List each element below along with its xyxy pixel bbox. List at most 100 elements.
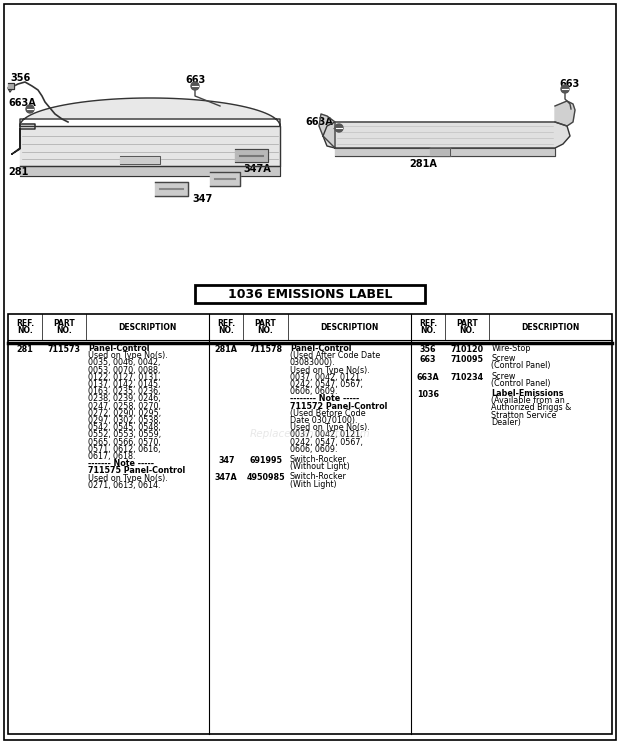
Text: Used on Type No(s).: Used on Type No(s). [290, 365, 370, 374]
Text: Switch-Rocker: Switch-Rocker [290, 455, 347, 464]
Text: 0137, 0142, 0145,: 0137, 0142, 0145, [89, 380, 161, 389]
Text: 0053, 0070, 0088,: 0053, 0070, 0088, [89, 365, 161, 374]
Text: NO.: NO. [218, 326, 234, 335]
Text: (Used After Code Date: (Used After Code Date [290, 351, 380, 360]
Text: 356: 356 [10, 73, 30, 83]
Text: REF.: REF. [419, 319, 437, 328]
Text: (Control Panel): (Control Panel) [491, 362, 551, 371]
Text: NO.: NO. [459, 326, 475, 335]
Text: 710120: 710120 [451, 345, 484, 354]
Text: 663: 663 [559, 79, 579, 89]
Text: (Control Panel): (Control Panel) [491, 379, 551, 388]
Text: 0163, 0235, 0236,: 0163, 0235, 0236, [89, 387, 161, 397]
Text: 0247, 0258, 0270,: 0247, 0258, 0270, [89, 402, 161, 411]
Text: 710234: 710234 [451, 373, 484, 382]
Text: 663A: 663A [8, 98, 36, 108]
Text: 0242, 0547, 0567,: 0242, 0547, 0567, [290, 437, 363, 446]
Text: 0037, 0042, 0121,: 0037, 0042, 0121, [290, 373, 362, 382]
Text: 0272, 0290, 0295,: 0272, 0290, 0295, [89, 408, 162, 418]
Bar [8, 314, 612, 734]
Text: 0297, 0302, 0538,: 0297, 0302, 0538, [89, 416, 161, 425]
Text: (Available from an: (Available from an [491, 397, 565, 405]
Text: 663A: 663A [305, 117, 333, 127]
Polygon shape [555, 101, 575, 126]
Text: 281: 281 [17, 345, 33, 354]
Text: Date 03070100).: Date 03070100). [290, 416, 357, 425]
Text: 1036 EMISSIONS LABEL: 1036 EMISSIONS LABEL [228, 287, 392, 301]
Polygon shape [319, 114, 335, 148]
Text: Label-Emissions: Label-Emissions [491, 389, 564, 398]
Text: REF.: REF. [217, 319, 236, 328]
Text: REF.: REF. [16, 319, 34, 328]
Text: 1036: 1036 [417, 390, 439, 399]
Text: PART: PART [53, 319, 75, 328]
Text: Used on Type No(s).: Used on Type No(s). [89, 474, 168, 483]
Text: 710095: 710095 [451, 355, 484, 365]
Text: 356: 356 [420, 345, 436, 354]
Text: DESCRIPTION: DESCRIPTION [521, 322, 580, 332]
Text: 711575 Panel-Control: 711575 Panel-Control [89, 466, 186, 475]
Text: 347: 347 [192, 194, 212, 204]
Text: Screw: Screw [491, 371, 516, 381]
Polygon shape [20, 166, 280, 176]
Polygon shape [210, 172, 240, 186]
Circle shape [26, 105, 34, 113]
Text: 0242, 0547, 0567,: 0242, 0547, 0567, [290, 380, 363, 389]
Text: Panel-Control: Panel-Control [290, 344, 352, 353]
Text: 0606, 0609.: 0606, 0609. [290, 387, 337, 397]
Text: (With Light): (With Light) [290, 480, 337, 489]
Circle shape [561, 85, 569, 93]
Polygon shape [12, 124, 35, 154]
Text: NO.: NO. [420, 326, 436, 335]
Text: 281A: 281A [409, 159, 437, 169]
Text: 691995: 691995 [249, 456, 282, 465]
Text: 0571, 0612, 0616,: 0571, 0612, 0616, [89, 445, 161, 454]
Text: NO.: NO. [56, 326, 72, 335]
Text: 0565, 0566, 0570,: 0565, 0566, 0570, [89, 437, 161, 446]
Text: 663: 663 [185, 75, 205, 85]
Text: Authorized Briggs &: Authorized Briggs & [491, 403, 572, 412]
Text: 347A: 347A [243, 164, 271, 174]
Text: 0122, 0127, 0131,: 0122, 0127, 0131, [89, 373, 161, 382]
Polygon shape [235, 149, 268, 162]
Polygon shape [20, 126, 280, 166]
Text: 0606, 0609.: 0606, 0609. [290, 445, 337, 454]
Polygon shape [120, 156, 160, 164]
Text: Dealer): Dealer) [491, 418, 521, 427]
Text: 03083000).: 03083000). [290, 359, 335, 368]
Polygon shape [323, 122, 570, 148]
Bar [195, 285, 425, 303]
Text: 711573: 711573 [48, 345, 81, 354]
Text: 0617, 0618.: 0617, 0618. [89, 452, 136, 461]
Text: 0552, 0553, 0559,: 0552, 0553, 0559, [89, 430, 162, 440]
Text: DESCRIPTION: DESCRIPTION [320, 322, 379, 332]
Text: ------- Note -----: ------- Note ----- [89, 459, 154, 468]
Text: 281: 281 [8, 167, 29, 177]
Circle shape [335, 124, 343, 132]
Text: NO.: NO. [258, 326, 273, 335]
Text: 663A: 663A [417, 373, 440, 382]
Polygon shape [335, 148, 555, 156]
Text: Used on Type No(s).: Used on Type No(s). [89, 351, 168, 360]
Text: Screw: Screw [491, 354, 516, 363]
Text: 0037, 0042, 0121,: 0037, 0042, 0121, [290, 430, 362, 440]
Text: (Used Before Code: (Used Before Code [290, 408, 365, 418]
Text: 0238, 0239, 0246,: 0238, 0239, 0246, [89, 394, 161, 403]
Text: 347: 347 [218, 456, 234, 465]
Text: Stratton Service: Stratton Service [491, 411, 557, 420]
Text: Wire-Stop: Wire-Stop [491, 344, 531, 353]
Polygon shape [155, 182, 188, 196]
Polygon shape [430, 148, 450, 156]
Text: PART: PART [456, 319, 478, 328]
Text: -------- Note -----: -------- Note ----- [290, 394, 359, 403]
Polygon shape [20, 98, 280, 126]
Text: 281A: 281A [215, 345, 238, 354]
Text: Panel-Control: Panel-Control [89, 344, 150, 353]
Text: DESCRIPTION: DESCRIPTION [118, 322, 177, 332]
Circle shape [191, 82, 199, 90]
Text: 0271, 0613, 0614.: 0271, 0613, 0614. [89, 481, 161, 490]
Text: 4950985: 4950985 [246, 473, 285, 482]
Text: ReplacementParts.com: ReplacementParts.com [250, 429, 370, 439]
Text: 663: 663 [420, 355, 436, 365]
Polygon shape [8, 83, 14, 89]
